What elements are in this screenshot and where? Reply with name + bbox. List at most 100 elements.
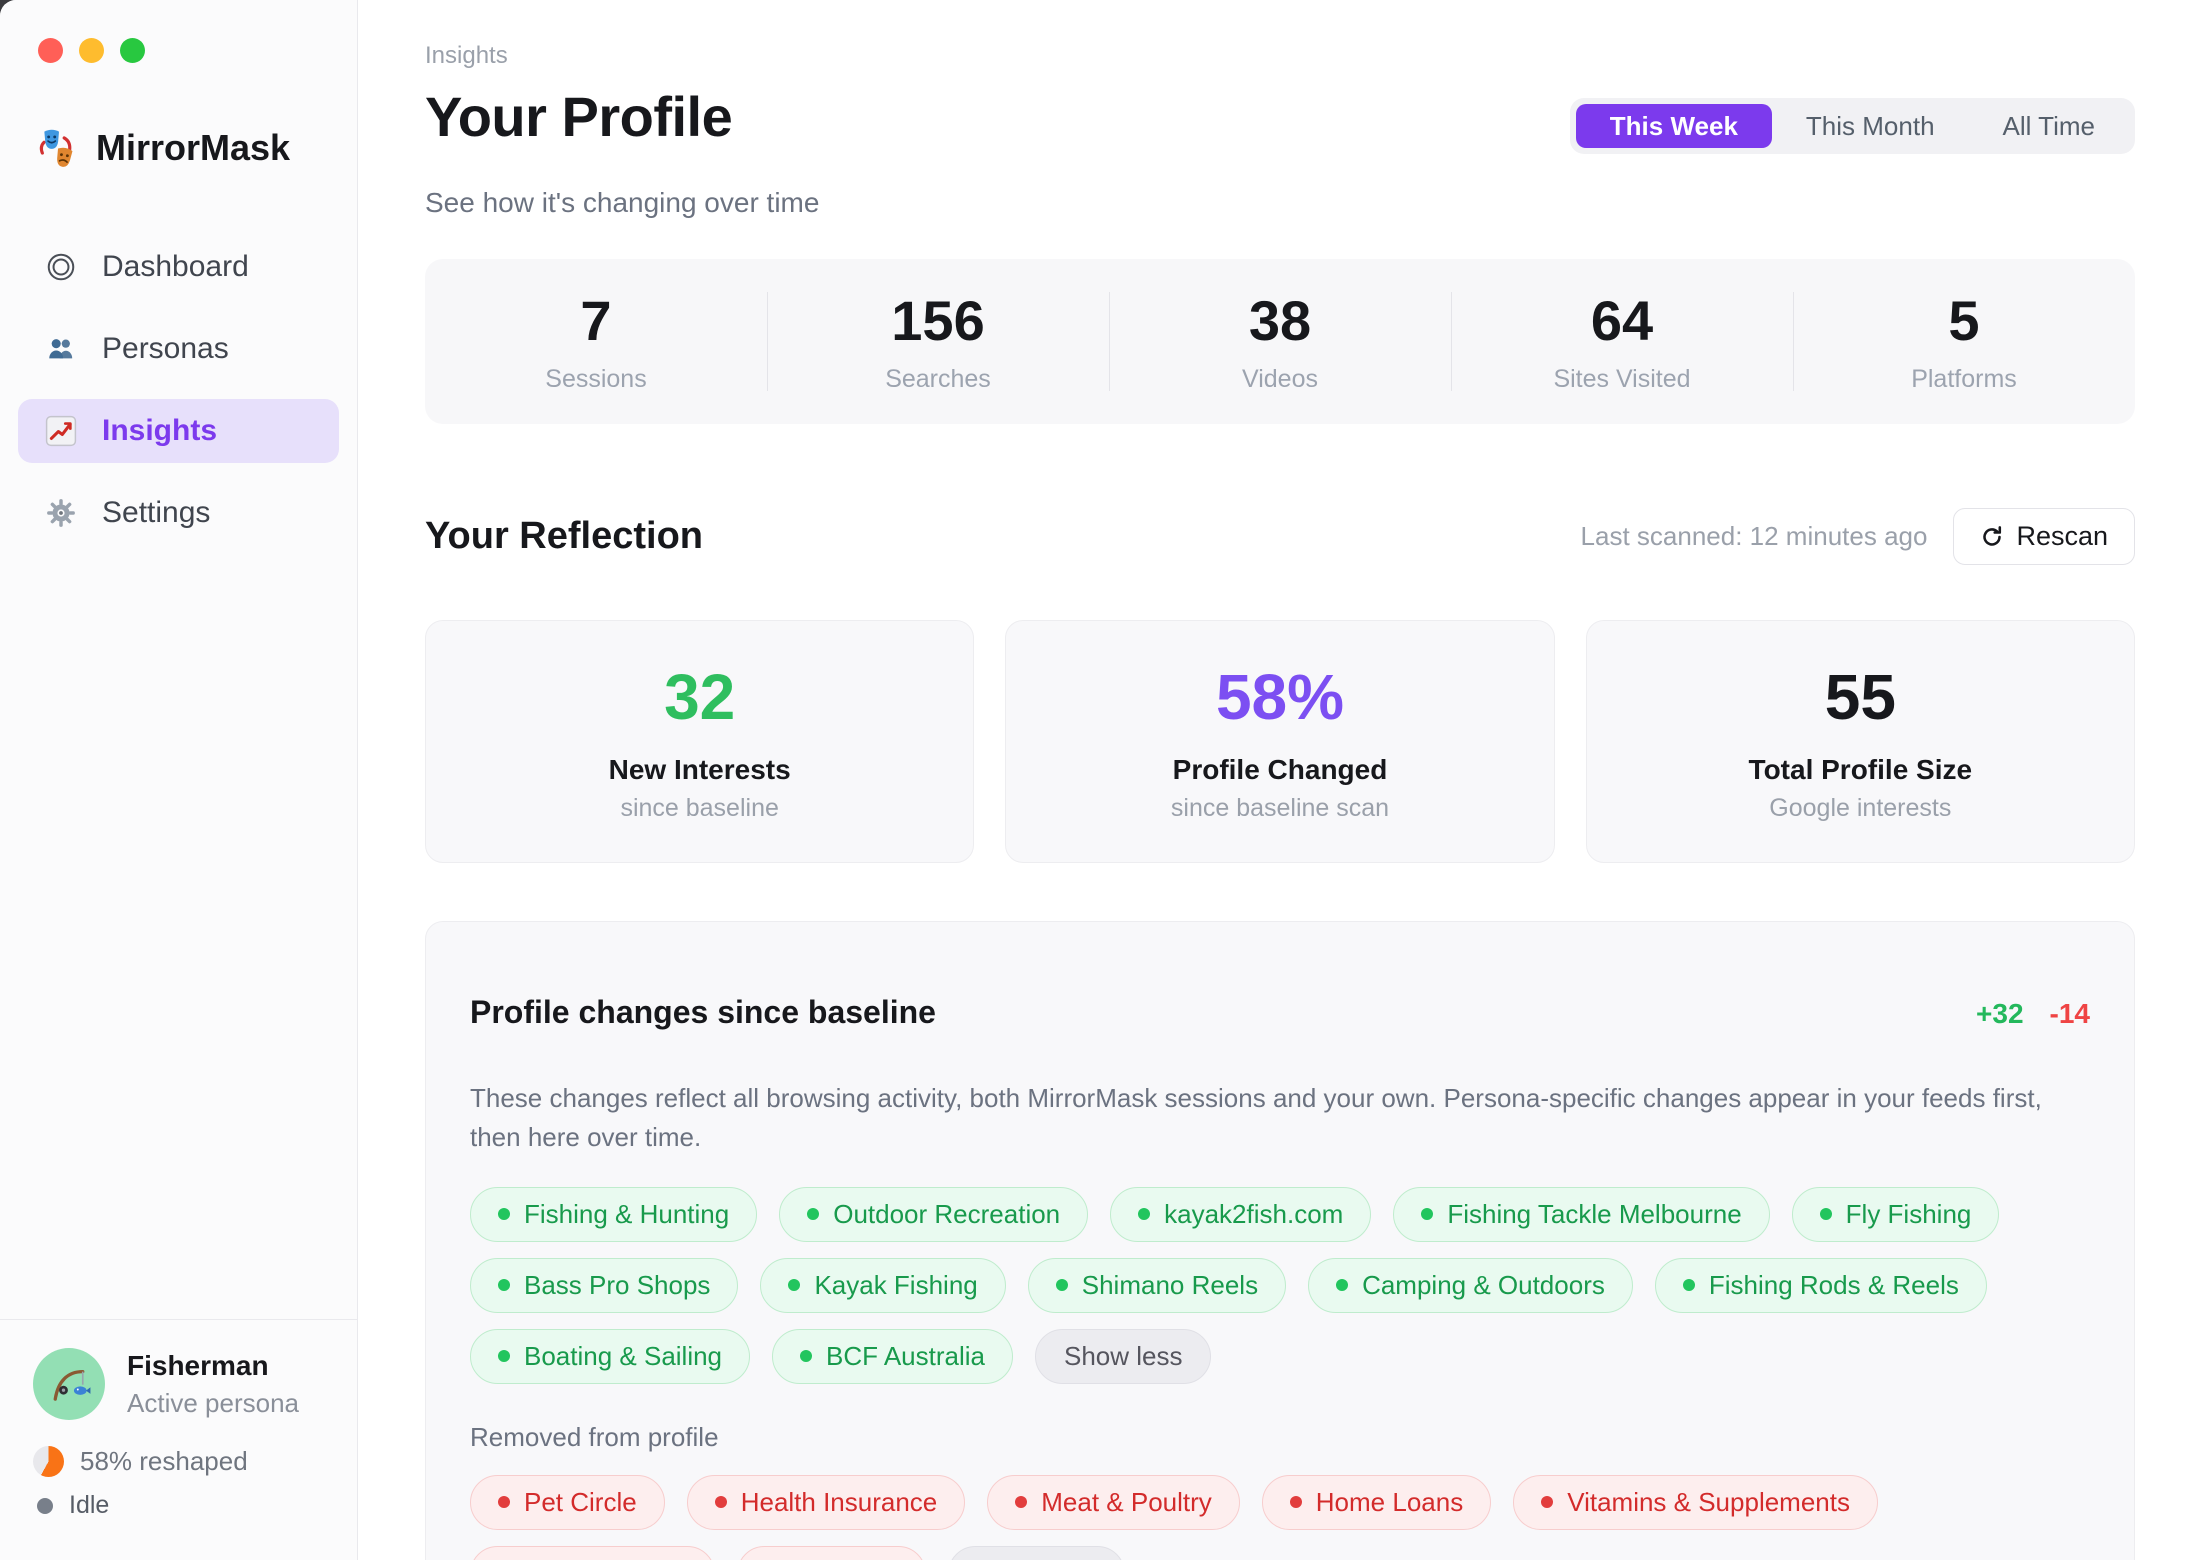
page-subtitle: See how it's changing over time <box>425 186 820 218</box>
tag-label: Camping & Outdoors <box>1362 1269 1605 1300</box>
sidebar-nav: Dashboard Personas Insights Settings <box>0 171 357 545</box>
added-interest-tag: kayak2fish.com <box>1110 1186 1372 1242</box>
page-title: Your Profile <box>425 85 733 148</box>
stat-label: Videos <box>1242 365 1318 394</box>
tag-label: Pet Circle <box>524 1486 637 1517</box>
sidebar-nav-item[interactable]: Settings <box>18 481 339 545</box>
removed-section-label: Removed from profile <box>470 1421 719 1452</box>
added-dot-icon <box>1055 1279 1068 1292</box>
reshaped-status: 58% reshaped <box>33 1446 324 1477</box>
zoom-window-button[interactable] <box>120 38 145 63</box>
scan-controls: Last scanned: 12 minutes ago Rescan <box>1580 508 2135 566</box>
removed-interest-tag: Meal Kits <box>737 1545 927 1560</box>
tag-label: Meat & Poultry <box>1041 1486 1212 1517</box>
added-interest-tag: Camping & Outdoors <box>1308 1257 1633 1313</box>
time-filter-button[interactable]: This Week <box>1575 104 1772 148</box>
added-dot-icon <box>1819 1208 1832 1221</box>
profile-changes-panel: Profile changes since baseline +32 -14 Th… <box>425 920 2135 1560</box>
stat-label: Sessions <box>545 365 647 394</box>
panel-header: Profile changes since baseline +32 -14 <box>470 962 2090 1063</box>
reflection-heading: Your Reflection <box>425 515 703 558</box>
stats-summary: 7 Sessions 156 Searches 38 Videos 64 Sit… <box>425 258 2135 424</box>
nav-item-icon <box>44 496 78 530</box>
show-less-added-button[interactable]: Show less <box>1034 1328 1212 1384</box>
change-deltas: +32 -14 <box>1976 998 2090 1030</box>
removed-delta: -14 <box>2049 997 2090 1029</box>
nav-item-label: Insights <box>102 414 218 447</box>
active-persona-row[interactable]: Fisherman Active persona <box>33 1348 324 1420</box>
sidebar-footer: Fisherman Active persona 58% reshaped Id… <box>0 1319 357 1560</box>
removed-interest-tag: Pet Circle <box>470 1474 665 1530</box>
last-scanned-label: Last scanned: 12 minutes ago <box>1580 521 1928 552</box>
added-dot-icon <box>1336 1279 1349 1292</box>
stat-label: Sites Visited <box>1553 365 1691 394</box>
added-dot-icon <box>800 1350 813 1363</box>
stat-value: 38 <box>1248 289 1312 353</box>
tag-label: Shimano Reels <box>1081 1269 1259 1300</box>
added-interest-tag: Shimano Reels <box>1027 1257 1287 1313</box>
rescan-label: Rescan <box>2016 521 2108 552</box>
sidebar-nav-item[interactable]: Insights <box>18 399 339 463</box>
main-content: Insights Your Profile See how it's chang… <box>358 0 2200 1560</box>
card-sublabel: Google interests <box>1769 793 1952 822</box>
removed-tags: Pet Circle Health Insurance Meat & Poult… <box>470 1474 2090 1560</box>
added-dot-icon <box>498 1208 510 1221</box>
added-interest-tag: Bass Pro Shops <box>470 1257 739 1313</box>
added-interest-tag: Fly Fishing <box>1791 1186 2000 1242</box>
card-value: 55 <box>1824 660 1896 733</box>
masks-icon <box>34 125 80 171</box>
nav-item-label: Dashboard <box>102 250 249 283</box>
reflection-card: 55 Total Profile Size Google interests <box>1585 619 2135 863</box>
rescan-button[interactable]: Rescan <box>1953 508 2135 566</box>
added-dot-icon <box>1421 1208 1434 1221</box>
added-dot-icon <box>807 1208 820 1221</box>
minimize-window-button[interactable] <box>79 38 104 63</box>
added-interest-tag: Fishing Tackle Melbourne <box>1393 1186 1770 1242</box>
added-interest-tag: BCF Australia <box>772 1328 1013 1384</box>
time-filter-button[interactable]: All Time <box>1969 104 2129 148</box>
added-interest-tag: Fishing & Hunting <box>470 1186 758 1242</box>
card-sublabel: since baseline scan <box>1170 793 1390 822</box>
show-less-removed-button[interactable]: Show less <box>948 1545 1125 1560</box>
removed-interest-tag: Health Insurance <box>686 1474 966 1530</box>
nav-item-label: Settings <box>102 496 211 529</box>
time-filter-button[interactable]: This Month <box>1772 104 1969 148</box>
added-dot-icon <box>788 1279 801 1292</box>
panel-description: These changes reflect all browsing activ… <box>470 1082 2042 1152</box>
panel-title: Profile changes since baseline <box>470 993 936 1030</box>
tag-label: Fly Fishing <box>1845 1198 1972 1229</box>
tag-label: Bass Pro Shops <box>524 1269 711 1300</box>
removed-dot-icon <box>714 1496 727 1509</box>
fishing-icon <box>47 1362 91 1406</box>
added-interest-tag: Kayak Fishing <box>760 1257 1006 1313</box>
close-window-button[interactable] <box>38 38 63 63</box>
reshaped-label: 58% reshaped <box>80 1446 248 1476</box>
added-dot-icon <box>498 1279 510 1292</box>
refresh-icon <box>1980 525 2004 549</box>
persona-avatar <box>33 1348 105 1420</box>
added-interest-tag: Boating & Sailing <box>470 1328 751 1384</box>
tag-label: Fishing & Hunting <box>524 1198 730 1229</box>
card-label: Total Profile Size <box>1748 753 1973 785</box>
reflection-card: 32 New Interests since baseline <box>425 619 975 863</box>
sidebar-nav-item[interactable]: Dashboard <box>18 235 339 299</box>
card-label: New Interests <box>608 753 791 785</box>
removed-interest-tag: Car Insurance <box>470 1545 716 1560</box>
tag-label: Health Insurance <box>740 1486 938 1517</box>
removed-interest-tag: Home Loans <box>1261 1474 1492 1530</box>
app-name: MirrorMask <box>96 127 291 168</box>
persona-name: Fisherman <box>127 1349 269 1381</box>
tag-label: Fishing Rods & Reels <box>1708 1269 1959 1300</box>
stat-label: Platforms <box>1911 365 2017 394</box>
window-controls <box>0 0 357 63</box>
reflection-cards: 32 New Interests since baseline 58% Prof… <box>425 619 2135 863</box>
reshaped-pie-icon <box>33 1446 64 1477</box>
sidebar-nav-item[interactable]: Personas <box>18 317 339 381</box>
stat-label: Searches <box>885 365 991 394</box>
tag-label: BCF Australia <box>826 1340 985 1371</box>
tag-label: Fishing Tackle Melbourne <box>1447 1198 1742 1229</box>
removed-dot-icon <box>1015 1496 1028 1509</box>
tag-label: Boating & Sailing <box>524 1340 723 1371</box>
sidebar: MirrorMask Dashboard Personas Insights <box>0 0 358 1560</box>
